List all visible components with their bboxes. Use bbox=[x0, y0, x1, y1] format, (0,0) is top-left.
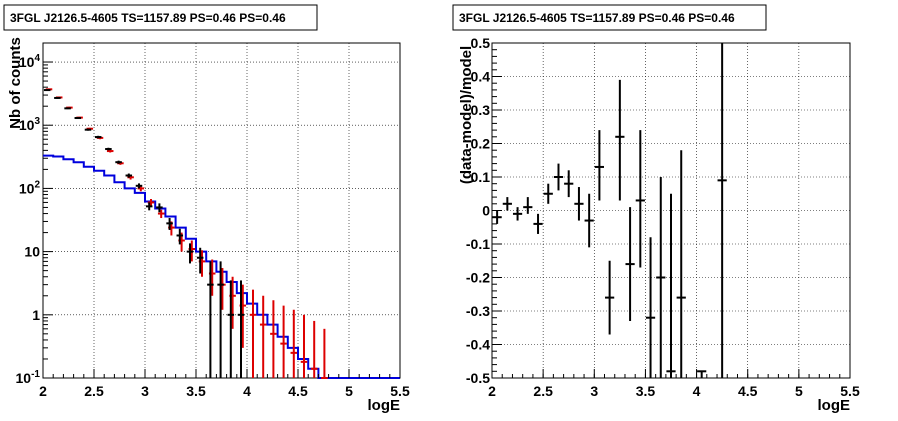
counts-y-tick-label: 10 bbox=[24, 244, 40, 260]
counts-x-tick-label: 2.5 bbox=[84, 383, 104, 399]
residual-y-tick-label: 0.1 bbox=[471, 169, 491, 185]
residual-y-label: (data-model)/model bbox=[458, 46, 475, 184]
counts-x-label: logE bbox=[368, 397, 401, 414]
residual-y-tick-label: 0.4 bbox=[471, 69, 491, 85]
residual-y-tick-label: 0.5 bbox=[471, 35, 491, 51]
residual-x-tick-label: 3 bbox=[590, 383, 598, 399]
counts-y-tick-label: 10-1 bbox=[16, 369, 41, 386]
counts-marks bbox=[43, 88, 400, 379]
counts-x-tick-label: 3 bbox=[141, 383, 149, 399]
counts-x-tick-label: 3.5 bbox=[186, 383, 206, 399]
counts-title-box bbox=[3, 4, 318, 31]
counts-grid bbox=[43, 43, 400, 378]
residual-x-tick-label: 2 bbox=[488, 383, 496, 399]
counts-y-tick-label: 102 bbox=[19, 179, 41, 196]
counts-x-tick-label: 5 bbox=[345, 383, 353, 399]
residual-marks bbox=[492, 43, 727, 378]
residual-y-tick-label: -0.2 bbox=[466, 270, 490, 286]
residual-x-tick-label: 2.5 bbox=[533, 383, 553, 399]
counts-y-label: Nb of counts bbox=[7, 37, 24, 129]
counts-x-tick-label: 2 bbox=[39, 383, 47, 399]
counts-x-tick-label: 5.5 bbox=[390, 383, 410, 399]
residual-y-tick-label: -0.3 bbox=[466, 303, 490, 319]
counts-y-tick-label: 1 bbox=[32, 307, 40, 323]
counts-x-tick-label: 4 bbox=[243, 383, 251, 399]
counts-x-tick-label: 4.5 bbox=[288, 383, 308, 399]
residual-y-tick-label: -0.1 bbox=[466, 236, 490, 252]
residual-x-tick-label: 5 bbox=[795, 383, 803, 399]
residual-y-tick-label: -0.5 bbox=[466, 370, 490, 386]
residual-x-tick-label: 5.5 bbox=[840, 383, 860, 399]
residual-title: 3FGL J2126.5-4605 TS=1157.89 PS=0.46 PS=… bbox=[459, 11, 735, 25]
counts-y-tick-label: 103 bbox=[19, 116, 41, 133]
residual-y-tick-label: 0 bbox=[482, 203, 490, 219]
residual-y-tick-label: 0.3 bbox=[471, 102, 491, 118]
counts-y-tick-label: 104 bbox=[19, 53, 41, 70]
residual-axes: 2 2.5 3 3.5 4 4.5 5 5.5 0.5 0.4 0.3 0.2 0.1 0 -0.1 -0.2… bbox=[466, 35, 860, 399]
residual-x-tick-label: 3.5 bbox=[636, 383, 656, 399]
residual-y-tick-label: 0.2 bbox=[471, 136, 491, 152]
residual-x-tick-label: 4 bbox=[693, 383, 701, 399]
residual-title-box bbox=[452, 4, 767, 31]
residual-y-tick-label: -0.4 bbox=[466, 337, 490, 353]
residual-x-label: logE bbox=[818, 397, 851, 414]
counts-title: 3FGL J2126.5-4605 TS=1157.89 PS=0.46 PS=… bbox=[10, 11, 286, 25]
residual-grid bbox=[492, 43, 850, 378]
residual-x-tick-label: 4.5 bbox=[738, 383, 758, 399]
